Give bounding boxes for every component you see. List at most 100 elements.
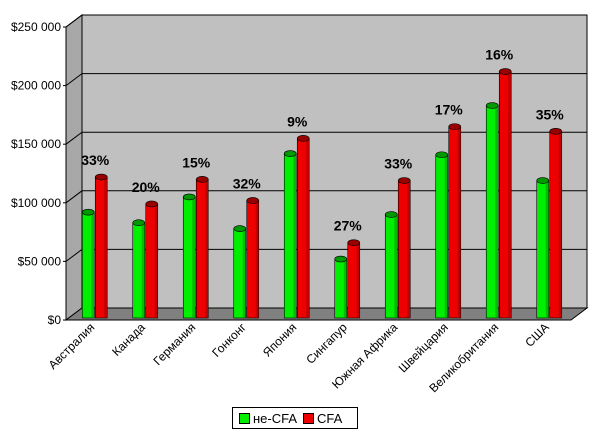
- bar-cfa-7: [448, 123, 462, 319]
- data-label: 27%: [334, 218, 363, 234]
- x-axis-ticks: Австралия Канада Германия Гонконг Япония Синг…: [46, 319, 571, 395]
- bar-cfa-7-top: [448, 123, 462, 130]
- bar-non-cfa-7-top: [435, 151, 449, 159]
- bar-non-cfa-6: [384, 211, 398, 319]
- bar-non-cfa-8: [485, 102, 499, 319]
- bar-non-cfa-5-shade: [343, 259, 347, 318]
- bar-non-cfa-0: [81, 208, 95, 319]
- bar-cfa-2-top: [195, 176, 209, 183]
- data-labels: 33% 20% 15% 32% 9% 27% 33% 17% 16% 35%: [81, 47, 564, 234]
- data-label: 16%: [485, 47, 514, 63]
- grid-line: [65, 14, 587, 28]
- bar-cfa-9-top: [549, 128, 563, 135]
- bar-non-cfa-5: [334, 255, 348, 319]
- y-tick-label: $50 000: [18, 254, 62, 268]
- bar-non-cfa-0-top: [81, 208, 95, 216]
- bar-non-cfa-7-shade: [444, 154, 448, 318]
- bar-cfa-6: [397, 177, 411, 319]
- x-tick-label: Австралия: [46, 320, 98, 372]
- bar-cfa-8: [498, 68, 512, 319]
- x-tick-label: Швейцария: [396, 320, 451, 375]
- legend-label-non-cfa: не-CFA: [253, 410, 298, 426]
- bar-cfa-9: [549, 128, 563, 319]
- bar-non-cfa-2: [182, 193, 196, 319]
- bar-cfa-6-shade: [407, 180, 411, 318]
- x-tick-label: Гонконг: [209, 320, 249, 360]
- bar-non-cfa-2-shade: [192, 196, 196, 318]
- bar-non-cfa-8-top: [485, 102, 499, 109]
- bar-cfa-4-top: [296, 135, 310, 142]
- bar-cfa-1: [145, 200, 159, 319]
- bar-non-cfa-6-top: [384, 211, 398, 218]
- bar-cfa-8-top: [498, 68, 512, 75]
- y-tick-label: $0: [48, 313, 62, 327]
- grid-line: [65, 73, 587, 86]
- bar-cfa-3-shade: [255, 200, 259, 318]
- bar-non-cfa-5-top: [334, 255, 348, 263]
- bar-cfa-5-shade: [356, 242, 360, 318]
- x-tick-label: Канада: [109, 320, 148, 359]
- bar-non-cfa-0-shade: [91, 212, 95, 318]
- bar-non-cfa-1-shade: [141, 222, 145, 318]
- grid-line: [65, 190, 587, 204]
- y-tick-label: $200 000: [11, 79, 61, 93]
- x-tick-label: Германия: [150, 320, 198, 368]
- data-label: 33%: [384, 156, 413, 172]
- data-label: 17%: [435, 102, 464, 118]
- bar-non-cfa-4-top: [283, 150, 297, 157]
- grid-line: [65, 131, 587, 145]
- side-wall: [65, 14, 83, 321]
- bar-cfa-3-top: [246, 197, 260, 204]
- bar-cfa-6-top: [397, 177, 411, 184]
- x-tick-label: США: [522, 320, 551, 349]
- data-label: 15%: [182, 154, 211, 170]
- bar-non-cfa-9-shade: [545, 180, 549, 318]
- data-label: 32%: [233, 175, 262, 191]
- bar-non-cfa-3-shade: [242, 228, 246, 318]
- data-label: 9%: [287, 113, 308, 129]
- bar-non-cfa-1: [132, 219, 146, 319]
- bar-cfa-1-top: [145, 200, 159, 208]
- bar-non-cfa-4-shade: [293, 153, 297, 318]
- bar-cfa-0: [94, 173, 108, 319]
- legend-label-cfa: CFA: [317, 410, 343, 426]
- bar-non-cfa-3-top: [233, 225, 247, 232]
- bar-cfa-9-shade: [558, 131, 562, 318]
- x-tick-label: Япония: [260, 320, 299, 359]
- bar-non-cfa-7: [435, 151, 449, 319]
- bar-non-cfa-2-top: [182, 193, 196, 201]
- bar-cfa-7-shade: [457, 126, 461, 319]
- bar-cfa-3: [246, 197, 260, 319]
- legend-item-non-cfa: не-CFA: [239, 411, 297, 426]
- legend: не-CFA CFA: [232, 407, 358, 429]
- bars: [81, 68, 563, 319]
- y-tick-label: $150 000: [11, 137, 61, 151]
- bar-non-cfa-1-top: [132, 219, 146, 227]
- bar-cfa-8-shade: [508, 71, 512, 318]
- bar-non-cfa-3: [233, 225, 247, 319]
- bar-non-cfa-9: [536, 177, 550, 319]
- bar-non-cfa-8-shade: [495, 105, 499, 318]
- legend-swatch-cfa: [303, 412, 315, 424]
- bar-cfa-4-shade: [306, 138, 310, 318]
- data-label: 33%: [81, 152, 110, 168]
- y-tick-label: $250 000: [11, 20, 61, 34]
- bar-cfa-2: [195, 176, 209, 319]
- bar-cfa-5: [347, 239, 361, 319]
- x-tick-label: Сингапур: [303, 320, 350, 367]
- y-axis-ticks: $0 $50 000 $100 000 $150 000 $200 000 $250 00…: [11, 20, 67, 327]
- legend-item-cfa: CFA: [303, 411, 342, 426]
- bar-non-cfa-4: [283, 150, 297, 319]
- bar-cfa-0-shade: [104, 177, 108, 318]
- bar-cfa-0-top: [94, 173, 108, 181]
- y-tick-label: $100 000: [11, 196, 61, 210]
- bar-cfa-4: [296, 135, 310, 319]
- data-label: 35%: [536, 106, 565, 122]
- bar-cfa-1-shade: [154, 203, 158, 318]
- bar-non-cfa-6-shade: [394, 214, 398, 318]
- legend-swatch-non-cfa: [239, 412, 250, 424]
- bar-cfa-2-shade: [205, 179, 209, 318]
- bar-cfa-5-top: [347, 239, 361, 246]
- data-label: 20%: [132, 179, 161, 195]
